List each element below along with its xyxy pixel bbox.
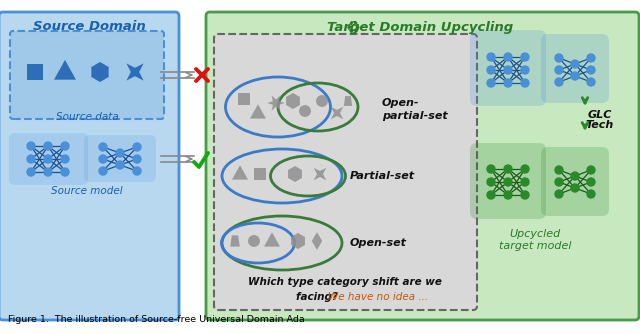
Circle shape [504,165,512,173]
Circle shape [504,178,512,186]
FancyBboxPatch shape [541,147,609,216]
Polygon shape [232,165,248,180]
FancyBboxPatch shape [84,135,156,182]
Circle shape [99,143,107,151]
FancyBboxPatch shape [541,34,609,103]
Circle shape [116,149,124,157]
Text: Target Domain Upcycling: Target Domain Upcycling [327,20,513,33]
FancyBboxPatch shape [0,12,179,320]
Text: Figure 1.  The illustration of Source-free Universal Domain Ada: Figure 1. The illustration of Source-fre… [8,315,305,324]
Circle shape [487,165,495,173]
Polygon shape [127,63,143,80]
Circle shape [504,53,512,61]
Circle shape [587,166,595,174]
Text: Source data: Source data [56,112,118,122]
FancyBboxPatch shape [206,12,639,320]
Circle shape [587,78,595,86]
Polygon shape [288,166,302,182]
FancyBboxPatch shape [10,31,164,119]
Circle shape [571,184,579,192]
Polygon shape [314,168,326,180]
Circle shape [587,190,595,198]
Circle shape [116,161,124,169]
Text: Open-set: Open-set [350,238,407,248]
Circle shape [299,105,311,117]
Circle shape [521,79,529,87]
Text: Tech: Tech [586,120,614,130]
Polygon shape [286,93,300,109]
Text: target model: target model [499,241,572,251]
Circle shape [248,235,260,247]
Circle shape [555,78,563,86]
Circle shape [555,178,563,186]
Circle shape [571,72,579,80]
Polygon shape [250,104,266,119]
Text: GLC: GLC [588,110,612,120]
Text: Open-: Open- [382,98,419,108]
Circle shape [44,168,52,176]
FancyBboxPatch shape [214,34,477,310]
Circle shape [555,54,563,62]
Circle shape [133,167,141,175]
Polygon shape [92,62,109,82]
Text: Which type category shift are we: Which type category shift are we [248,277,442,287]
Circle shape [555,190,563,198]
FancyBboxPatch shape [9,133,88,185]
Text: We have no idea ...: We have no idea ... [328,292,428,302]
Circle shape [587,66,595,74]
Circle shape [27,168,35,176]
Circle shape [571,60,579,68]
Circle shape [316,95,328,107]
Circle shape [487,66,495,74]
Circle shape [504,66,512,74]
Circle shape [99,167,107,175]
Text: Partial-set: Partial-set [350,171,415,181]
Circle shape [504,79,512,87]
Bar [238,93,250,105]
Polygon shape [230,235,240,246]
Text: Upcycled: Upcycled [509,229,561,239]
Text: facing?: facing? [296,292,342,302]
Circle shape [555,166,563,174]
Polygon shape [268,96,285,111]
Circle shape [487,178,495,186]
Circle shape [521,53,529,61]
FancyBboxPatch shape [470,143,546,219]
Circle shape [521,66,529,74]
Circle shape [487,79,495,87]
Circle shape [44,155,52,163]
Circle shape [99,155,107,163]
Circle shape [44,142,52,150]
Bar [254,168,266,180]
Polygon shape [291,233,305,249]
Circle shape [521,191,529,199]
Circle shape [571,172,579,180]
Circle shape [504,191,512,199]
Circle shape [521,165,529,173]
Circle shape [133,143,141,151]
Circle shape [587,178,595,186]
Circle shape [521,178,529,186]
Circle shape [61,155,69,163]
Circle shape [587,54,595,62]
Text: Source Domain: Source Domain [33,20,145,33]
Polygon shape [344,96,352,106]
Polygon shape [54,60,76,80]
Text: Source model: Source model [51,186,123,196]
Circle shape [487,191,495,199]
Polygon shape [264,232,280,246]
Circle shape [487,53,495,61]
FancyBboxPatch shape [470,30,546,106]
Text: ♻: ♻ [346,18,360,36]
Polygon shape [331,107,343,119]
Text: partial-set: partial-set [382,111,448,121]
Circle shape [133,155,141,163]
Bar [27,64,44,80]
Circle shape [61,168,69,176]
Circle shape [27,155,35,163]
Circle shape [61,142,69,150]
Circle shape [555,66,563,74]
Polygon shape [312,232,322,250]
Circle shape [27,142,35,150]
